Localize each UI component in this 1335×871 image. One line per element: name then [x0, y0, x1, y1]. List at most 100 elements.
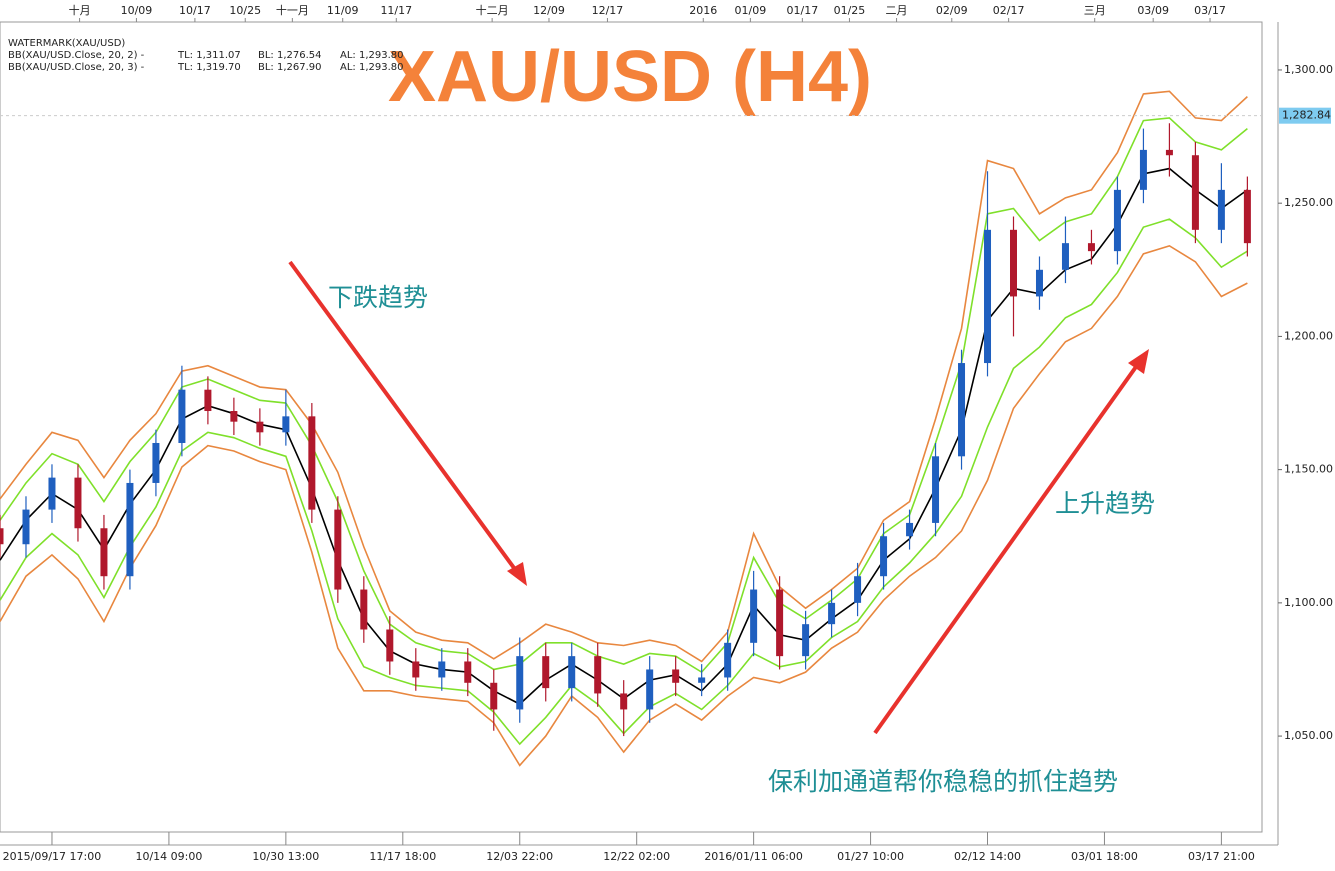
candle-body — [1217, 189, 1225, 230]
candle-body — [594, 656, 602, 694]
legend-bl: BL: 1,267.90 — [258, 62, 322, 73]
y-tick-label: 1,250.00 — [1284, 196, 1333, 209]
candle-body — [854, 576, 862, 603]
candle-body — [906, 522, 914, 537]
candle-body — [490, 682, 498, 710]
x-tick-label: 2015/09/17 17:00 — [3, 850, 102, 863]
candle-body — [646, 669, 654, 710]
annotation: 保利加通道帮你稳稳的抓住趋势 — [768, 767, 1118, 796]
x-tick-top-label: 10/25 — [229, 4, 261, 17]
x-tick-top-label: 01/25 — [834, 4, 866, 17]
x-tick-top-label: 10/09 — [121, 4, 153, 17]
plot-frame — [0, 21, 1263, 833]
y-tick-label: 1,100.00 — [1284, 596, 1333, 609]
candle-body — [698, 677, 706, 683]
candle-body — [464, 661, 472, 683]
candle-body — [984, 229, 992, 364]
candle-body — [1113, 189, 1121, 252]
candle-body — [1087, 243, 1095, 252]
candle-body — [100, 528, 108, 577]
legend-bl: BL: 1,276.54 — [258, 50, 322, 61]
chart-title: XAU/USD (H4) — [388, 37, 872, 117]
legend-tl: TL: 1,319.70 — [177, 62, 241, 73]
x-tick-label: 10/30 13:00 — [252, 850, 319, 863]
y-tick-label: 1,200.00 — [1284, 329, 1333, 342]
x-tick-label: 02/12 14:00 — [954, 850, 1021, 863]
candle-body — [282, 416, 290, 433]
x-tick-label: 12/03 22:00 — [486, 850, 553, 863]
candle-body — [776, 589, 784, 657]
candle-body — [1191, 155, 1199, 230]
candle-body — [126, 482, 134, 577]
candle-body — [724, 642, 732, 678]
legend-al: AL: 1,293.80 — [340, 62, 404, 73]
candle-body — [48, 477, 56, 510]
x-tick-label: 01/27 10:00 — [837, 850, 904, 863]
legend-tl: TL: 1,311.07 — [177, 50, 241, 61]
plot: 1,050.00 1,100.00 1,150.00 1,200.00 1,250.00… — [0, 3, 1333, 863]
legend-label: WATERMARK(XAU/USD) — [8, 38, 125, 49]
candle-body — [568, 656, 576, 689]
x-tick-label: 10/14 09:00 — [135, 850, 202, 863]
candle-body — [22, 509, 30, 545]
x-tick-top-label: 十二月 — [476, 3, 509, 17]
x-tick-label: 11/17 18:00 — [369, 850, 436, 863]
arrow-head — [1128, 349, 1149, 374]
candle-body — [308, 416, 316, 510]
candle-body — [802, 624, 810, 657]
y-tick-label: 1,300.00 — [1284, 63, 1333, 76]
candle-body — [360, 589, 368, 630]
x-tick-top-label: 02/17 — [993, 4, 1025, 17]
candle-body — [412, 661, 420, 678]
band-line — [0, 90, 1248, 663]
candle-body — [1035, 269, 1043, 297]
candle-body — [1243, 189, 1251, 244]
x-tick-top-label: 01/17 — [787, 4, 819, 17]
x-tick-top-label: 十一月 — [276, 3, 309, 17]
candle-body — [932, 456, 940, 523]
arrow-up — [873, 362, 1140, 735]
candle-body — [438, 661, 446, 678]
arrow-down — [288, 260, 519, 574]
x-tick-top-label: 11/17 — [380, 4, 412, 17]
candle-body — [542, 656, 550, 689]
candle-body — [828, 602, 836, 625]
x-tick-top-label: 01/09 — [735, 4, 767, 17]
y-tick-label: 1,150.00 — [1284, 463, 1333, 476]
candle-body — [334, 509, 342, 590]
x-tick-top-label: 10/17 — [179, 4, 211, 17]
candle-body — [204, 389, 212, 412]
candle-body — [1139, 149, 1147, 190]
last-price-label: 1,282.84 — [1282, 109, 1331, 122]
x-tick-top-label: 03/17 — [1194, 4, 1226, 17]
y-tick-label: 1,050.00 — [1284, 729, 1333, 742]
x-tick-top-label: 12/17 — [592, 4, 624, 17]
x-tick-label: 12/22 02:00 — [603, 850, 670, 863]
x-tick-top-label: 12/09 — [533, 4, 565, 17]
candle-body — [178, 389, 186, 443]
candle-body — [0, 528, 4, 545]
candle-body — [74, 477, 82, 529]
legend-label: BB(XAU/USD.Close, 20, 2) - — [8, 50, 145, 61]
candle-body — [750, 589, 758, 643]
candle-body — [958, 363, 966, 457]
x-tick-top-label: 02/09 — [936, 4, 968, 17]
last-price-box — [1279, 107, 1331, 124]
candle-body — [516, 656, 524, 710]
annotation: 下跌趋势 — [328, 283, 428, 312]
legend-label: BB(XAU/USD.Close, 20, 3) - — [8, 62, 145, 73]
x-tick-label: 03/01 18:00 — [1071, 850, 1138, 863]
annotation: 上升趋势 — [1055, 489, 1155, 518]
x-tick-label: 03/17 21:00 — [1188, 850, 1255, 863]
candle-body — [1009, 229, 1017, 297]
candle-body — [1061, 243, 1069, 270]
candle-body — [672, 669, 680, 683]
x-tick-top-label: 11/09 — [327, 4, 359, 17]
candle-body — [152, 442, 160, 483]
x-tick-top-label: 三月 — [1084, 4, 1106, 17]
candle-body — [256, 421, 264, 433]
x-tick-top-label: 2016 — [689, 4, 717, 17]
x-tick-label: 2016/01/11 06:00 — [704, 850, 803, 863]
